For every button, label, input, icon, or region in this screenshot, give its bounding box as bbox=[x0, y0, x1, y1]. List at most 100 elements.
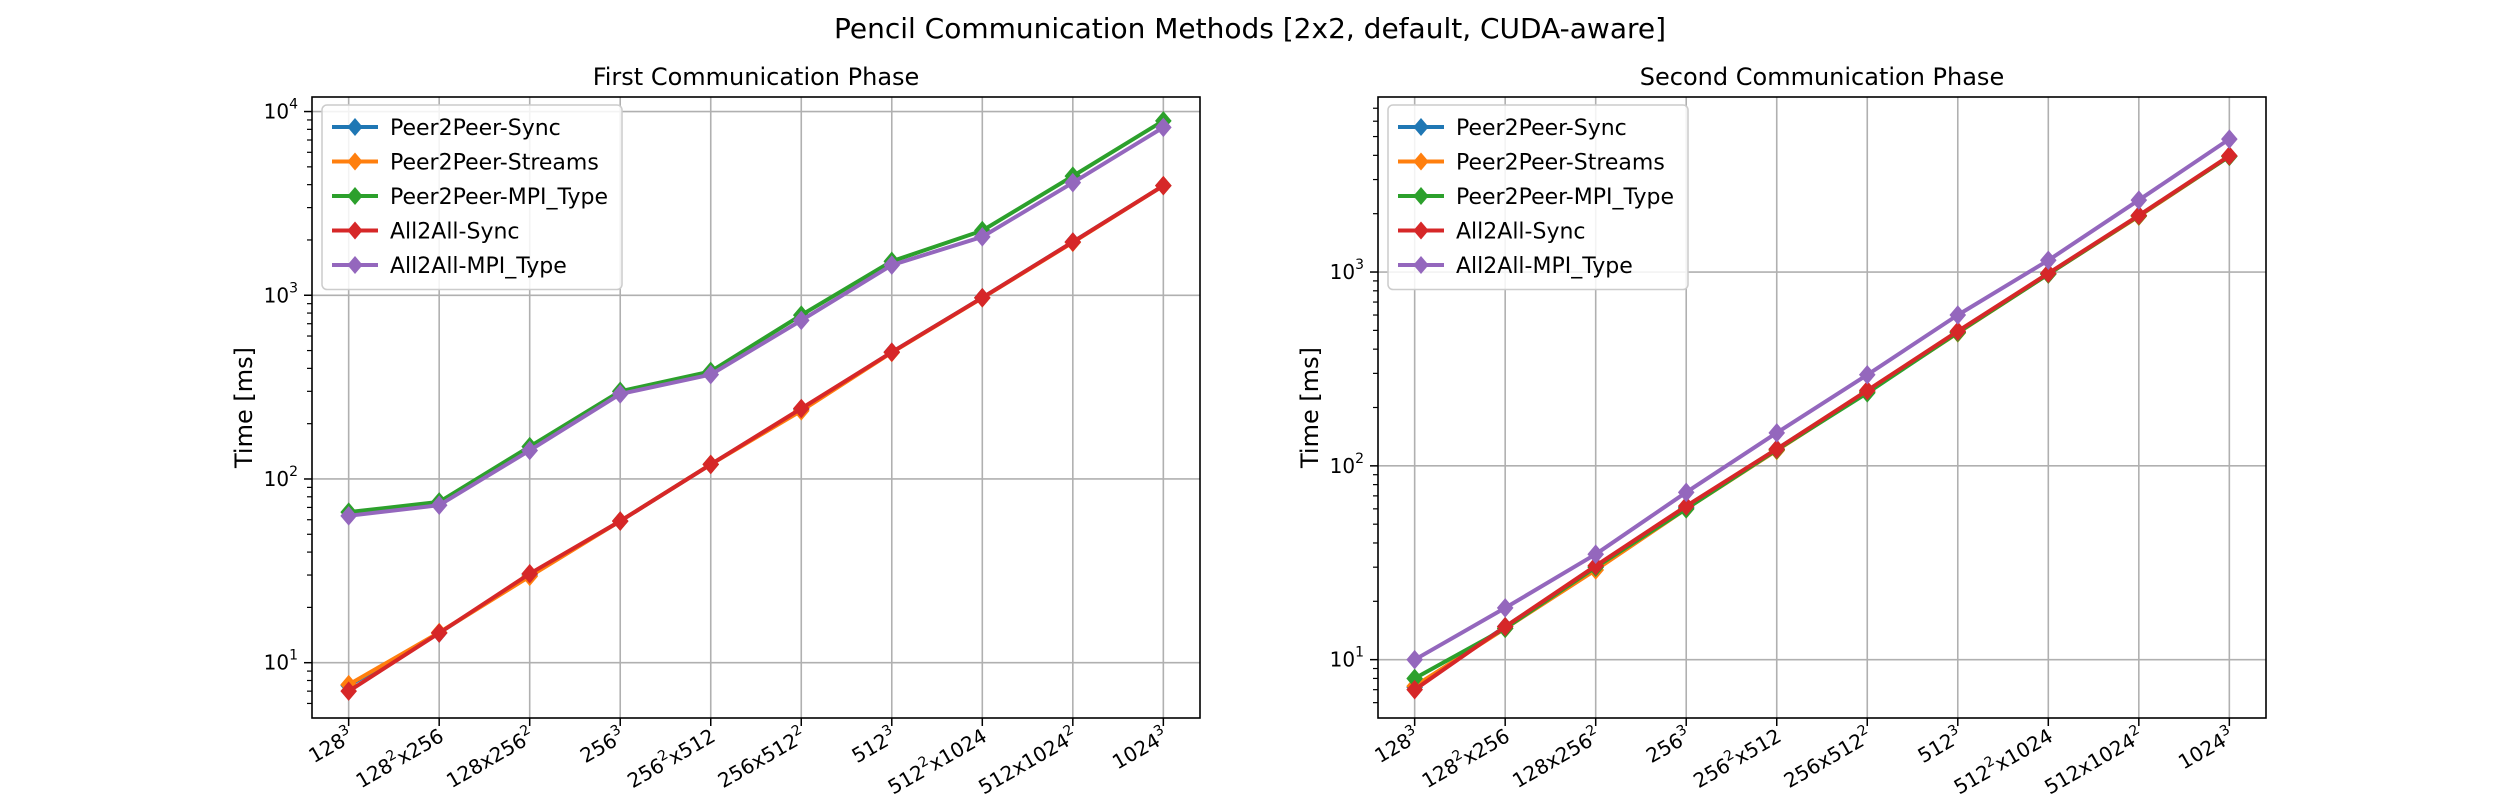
data-point bbox=[1406, 649, 1423, 670]
legend-label: Peer2Peer-Streams bbox=[1456, 151, 1665, 176]
y-tick-label: 102 bbox=[1330, 451, 1364, 478]
data-point bbox=[1587, 544, 1605, 564]
data-point bbox=[521, 563, 539, 584]
y-tick-label: 103 bbox=[264, 280, 298, 307]
series-all2all-sync bbox=[340, 175, 1172, 701]
data-point bbox=[973, 287, 991, 308]
data-point bbox=[430, 623, 448, 643]
axes-frame bbox=[1377, 96, 2267, 719]
legend-item: All2All-MPI_Type bbox=[1398, 254, 1633, 279]
data-point bbox=[2039, 263, 2057, 284]
legend-item: All2All-Sync bbox=[1398, 220, 1586, 245]
legend-item: All2All-MPI_Type bbox=[332, 254, 567, 279]
data-point bbox=[340, 506, 357, 526]
legend-label: All2All-MPI_Type bbox=[1456, 254, 1633, 279]
data-point bbox=[973, 227, 991, 247]
data-point bbox=[1858, 365, 1876, 385]
legend: Peer2Peer-Sync Peer2Peer-Streams Peer2Peer… bbox=[321, 104, 623, 291]
data-point bbox=[521, 440, 539, 461]
legend-marker bbox=[1413, 152, 1429, 171]
data-point bbox=[340, 681, 357, 701]
legend-marker bbox=[1413, 118, 1429, 136]
legend-item: Peer2Peer-Sync bbox=[332, 116, 561, 141]
y-axis-label: Time [ms] bbox=[230, 347, 258, 469]
legend-marker bbox=[1413, 221, 1429, 240]
series-line bbox=[347, 184, 1165, 693]
data-point bbox=[2130, 205, 2148, 226]
data-point bbox=[883, 342, 901, 362]
legend-item: All2All-Sync bbox=[332, 220, 520, 245]
y-tick-label: 102 bbox=[264, 464, 298, 491]
legend-label: Peer2Peer-Streams bbox=[390, 151, 599, 176]
legend-label: All2All-Sync bbox=[1456, 220, 1586, 245]
data-point bbox=[1064, 172, 1082, 193]
panel-title: First Communication Phase bbox=[593, 63, 920, 91]
axes-frame bbox=[311, 96, 1201, 719]
legend-box bbox=[1387, 104, 1689, 291]
series-line bbox=[348, 125, 1165, 518]
legend-marker bbox=[347, 187, 363, 205]
data-point bbox=[1587, 556, 1605, 576]
y-axis-label: Time [ms] bbox=[1296, 347, 1324, 469]
legend-label: Peer2Peer-MPI_Type bbox=[390, 185, 608, 210]
data-point bbox=[1496, 616, 1514, 637]
legend-marker bbox=[1413, 187, 1429, 205]
legend: Peer2Peer-Sync Peer2Peer-Streams Peer2Peer… bbox=[1387, 104, 1689, 291]
data-point bbox=[702, 364, 720, 385]
series-all2all-mpi-type bbox=[340, 117, 1172, 526]
data-point bbox=[883, 255, 901, 275]
legend-marker bbox=[347, 152, 363, 171]
data-point bbox=[1768, 423, 1786, 443]
series-all2all-mpi-type bbox=[1406, 129, 2238, 670]
data-point bbox=[702, 454, 720, 475]
legend-label: All2All-Sync bbox=[390, 220, 520, 245]
legend-marker bbox=[1413, 256, 1429, 274]
y-tick-label: 101 bbox=[1330, 645, 1364, 672]
series-line bbox=[348, 119, 1165, 515]
data-point bbox=[611, 511, 629, 531]
series-line bbox=[1413, 137, 2231, 662]
data-point bbox=[430, 495, 448, 515]
data-point bbox=[1858, 380, 1876, 401]
data-point bbox=[1949, 305, 1967, 325]
legend-marker bbox=[347, 118, 363, 136]
y-tick-label: 101 bbox=[264, 648, 298, 675]
data-point bbox=[792, 310, 810, 331]
legend-item: Peer2Peer-Sync bbox=[1398, 116, 1627, 141]
data-point bbox=[1155, 117, 1172, 138]
data-point bbox=[2039, 250, 2057, 271]
legend-marker bbox=[347, 221, 363, 240]
data-point bbox=[2221, 129, 2238, 149]
legend-item: Peer2Peer-MPI_Type bbox=[1398, 185, 1674, 210]
legend-item: Peer2Peer-MPI_Type bbox=[332, 185, 608, 210]
data-point bbox=[2221, 145, 2238, 166]
data-point bbox=[1406, 679, 1423, 700]
data-point bbox=[1064, 232, 1082, 252]
legend-marker bbox=[347, 256, 363, 274]
legend-label: Peer2Peer-MPI_Type bbox=[1456, 185, 1674, 210]
series-line bbox=[1413, 154, 2231, 692]
data-point bbox=[1768, 439, 1786, 459]
data-point bbox=[2130, 190, 2148, 210]
y-tick-label: 104 bbox=[264, 97, 298, 124]
legend-label: All2All-MPI_Type bbox=[390, 254, 567, 279]
data-point bbox=[611, 384, 629, 404]
legend-label: Peer2Peer-Sync bbox=[1456, 116, 1627, 141]
data-point bbox=[1677, 482, 1695, 503]
series-all2all-sync bbox=[1406, 145, 2238, 700]
legend-box bbox=[321, 104, 623, 291]
data-point bbox=[1677, 496, 1695, 516]
legend-item: Peer2Peer-Streams bbox=[332, 151, 599, 176]
y-tick-label: 103 bbox=[1330, 257, 1364, 284]
figure-title: Pencil Communication Methods [2x2, defau… bbox=[834, 12, 1666, 45]
panel-title: Second Communication Phase bbox=[1640, 63, 2004, 91]
data-point bbox=[1496, 598, 1514, 618]
data-point bbox=[1949, 321, 1967, 341]
legend-label: Peer2Peer-Sync bbox=[390, 116, 561, 141]
data-point bbox=[1155, 175, 1172, 196]
legend-item: Peer2Peer-Streams bbox=[1398, 151, 1665, 176]
data-point bbox=[792, 398, 810, 419]
